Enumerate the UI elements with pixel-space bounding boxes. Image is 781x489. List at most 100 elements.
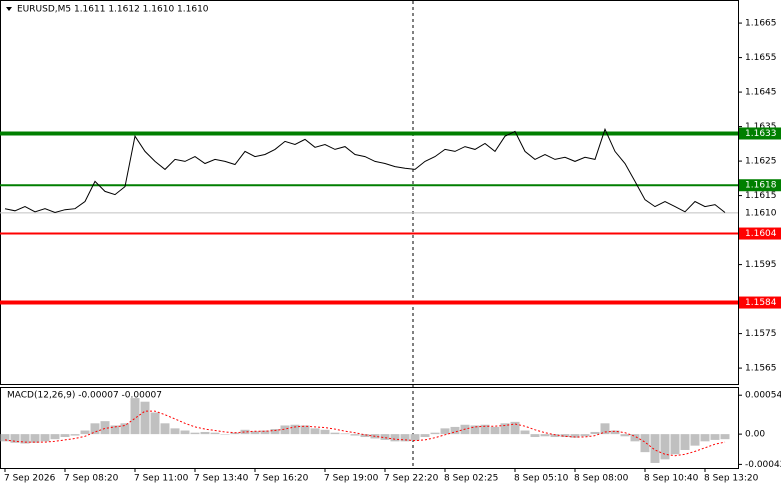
macd-bar (670, 434, 680, 455)
y-tick-label: -0.00042 (745, 460, 781, 470)
x-tick-label: 7 Sep 2026 (4, 474, 56, 484)
macd-bar (390, 434, 400, 442)
y-tick-label: 1.1625 (745, 157, 777, 167)
macd-bar (20, 434, 30, 444)
macd-bar (80, 430, 90, 435)
macd-bar (300, 425, 310, 435)
macd-bar (110, 425, 120, 435)
macd-bar (710, 434, 720, 440)
macd-title: MACD(12,26,9) -0.00007 -0.00007 (7, 391, 162, 401)
macd-bar (180, 430, 190, 435)
macd-bar (420, 434, 430, 438)
macd-bar (660, 434, 670, 460)
macd-bar (40, 434, 50, 442)
macd-bar (680, 434, 690, 450)
x-tick-label: 8 Sep 02:25 (444, 474, 498, 484)
macd-bar (600, 423, 610, 435)
x-tick-label: 8 Sep 10:40 (644, 474, 699, 484)
y-tick-label: 1.1655 (745, 53, 777, 63)
macd-bar (160, 423, 170, 435)
macd-bar (290, 424, 300, 435)
macd-bar (30, 434, 40, 443)
macd-bar (630, 434, 640, 442)
macd-bar (60, 434, 70, 438)
level-label: 1.1633 (745, 129, 777, 139)
level-label: 1.1604 (745, 229, 777, 239)
y-tick-label: 1.1645 (745, 88, 777, 98)
price-line (4, 127, 726, 214)
macd-bar (490, 426, 500, 435)
macd-bar (260, 430, 270, 435)
macd-bar (150, 412, 160, 435)
macd-bar (590, 431, 600, 435)
macd-bar (240, 429, 250, 435)
level-label-box (739, 227, 781, 240)
x-tick-label: 7 Sep 16:20 (254, 474, 309, 484)
macd-bar (410, 434, 420, 441)
macd-bar (720, 434, 730, 440)
level-label: 1.1618 (745, 181, 777, 191)
macd-bar (280, 425, 290, 435)
level-label-box (739, 127, 781, 140)
macd-bar (100, 421, 110, 435)
x-tick-label: 7 Sep 19:00 (324, 474, 379, 484)
last-price-label: 1.1610 (745, 208, 777, 218)
y-tick-label: 1.1635 (745, 122, 777, 132)
macd-bar (580, 434, 590, 437)
macd-bar (440, 428, 450, 435)
level-label: 1.1584 (745, 298, 777, 308)
macd-bar (310, 428, 320, 435)
macd-bar (70, 434, 80, 436)
x-tick-label: 8 Sep 05:10 (514, 474, 569, 484)
y-tick-label: 0.00 (745, 430, 765, 440)
macd-bar (330, 432, 340, 435)
y-tick-label: 1.1615 (745, 191, 777, 201)
x-tick-label: 8 Sep 13:20 (704, 474, 759, 484)
macd-bar (480, 424, 490, 435)
macd-bar (610, 430, 620, 435)
y-tick-label: 1.1595 (745, 260, 777, 270)
macd-bar (540, 434, 550, 437)
signal-line (4, 410, 726, 457)
macd-bar (50, 434, 60, 440)
level-label-box (739, 296, 781, 309)
macd-pane (0, 387, 739, 469)
macd-bar (230, 432, 240, 435)
x-tick-label: 7 Sep 11:00 (134, 474, 189, 484)
macd-bar (430, 432, 440, 435)
macd-bar (690, 434, 700, 446)
macd-bar (250, 431, 260, 435)
macd-bar (90, 423, 100, 435)
macd-bar (270, 429, 280, 435)
macd-bar (170, 428, 180, 435)
macd-bar (520, 430, 530, 435)
macd-bar (210, 432, 220, 435)
macd-bar (560, 434, 570, 438)
last-price-box (739, 206, 781, 219)
macd-bar (320, 429, 330, 435)
macd-bar (450, 426, 460, 435)
x-tick-label: 7 Sep 22:20 (384, 474, 439, 484)
macd-bar (400, 434, 410, 442)
y-tick-label: 1.1575 (745, 329, 777, 339)
macd-bar (190, 432, 200, 435)
macd-bar (700, 434, 710, 442)
x-tick-label: 7 Sep 13:40 (194, 474, 249, 484)
menu-arrow (6, 7, 12, 11)
y-tick-label: 0.00054 (745, 391, 781, 401)
price-pane (0, 0, 739, 385)
x-tick-label: 8 Sep 08:00 (574, 474, 629, 484)
y-tick-label: 1.1565 (745, 364, 777, 374)
macd-bar (640, 434, 650, 453)
y-tick-label: 1.1665 (745, 19, 777, 29)
chart-title: EURUSD,M5 1.1611 1.1612 1.1610 1.1610 (17, 5, 209, 15)
macd-bar (220, 434, 230, 435)
macd-bar (340, 433, 350, 435)
macd-bar (200, 431, 210, 435)
macd-bar (620, 434, 630, 437)
macd-bar (130, 398, 140, 435)
x-tick-label: 7 Sep 08:20 (64, 474, 119, 484)
macd-bar (550, 434, 560, 438)
